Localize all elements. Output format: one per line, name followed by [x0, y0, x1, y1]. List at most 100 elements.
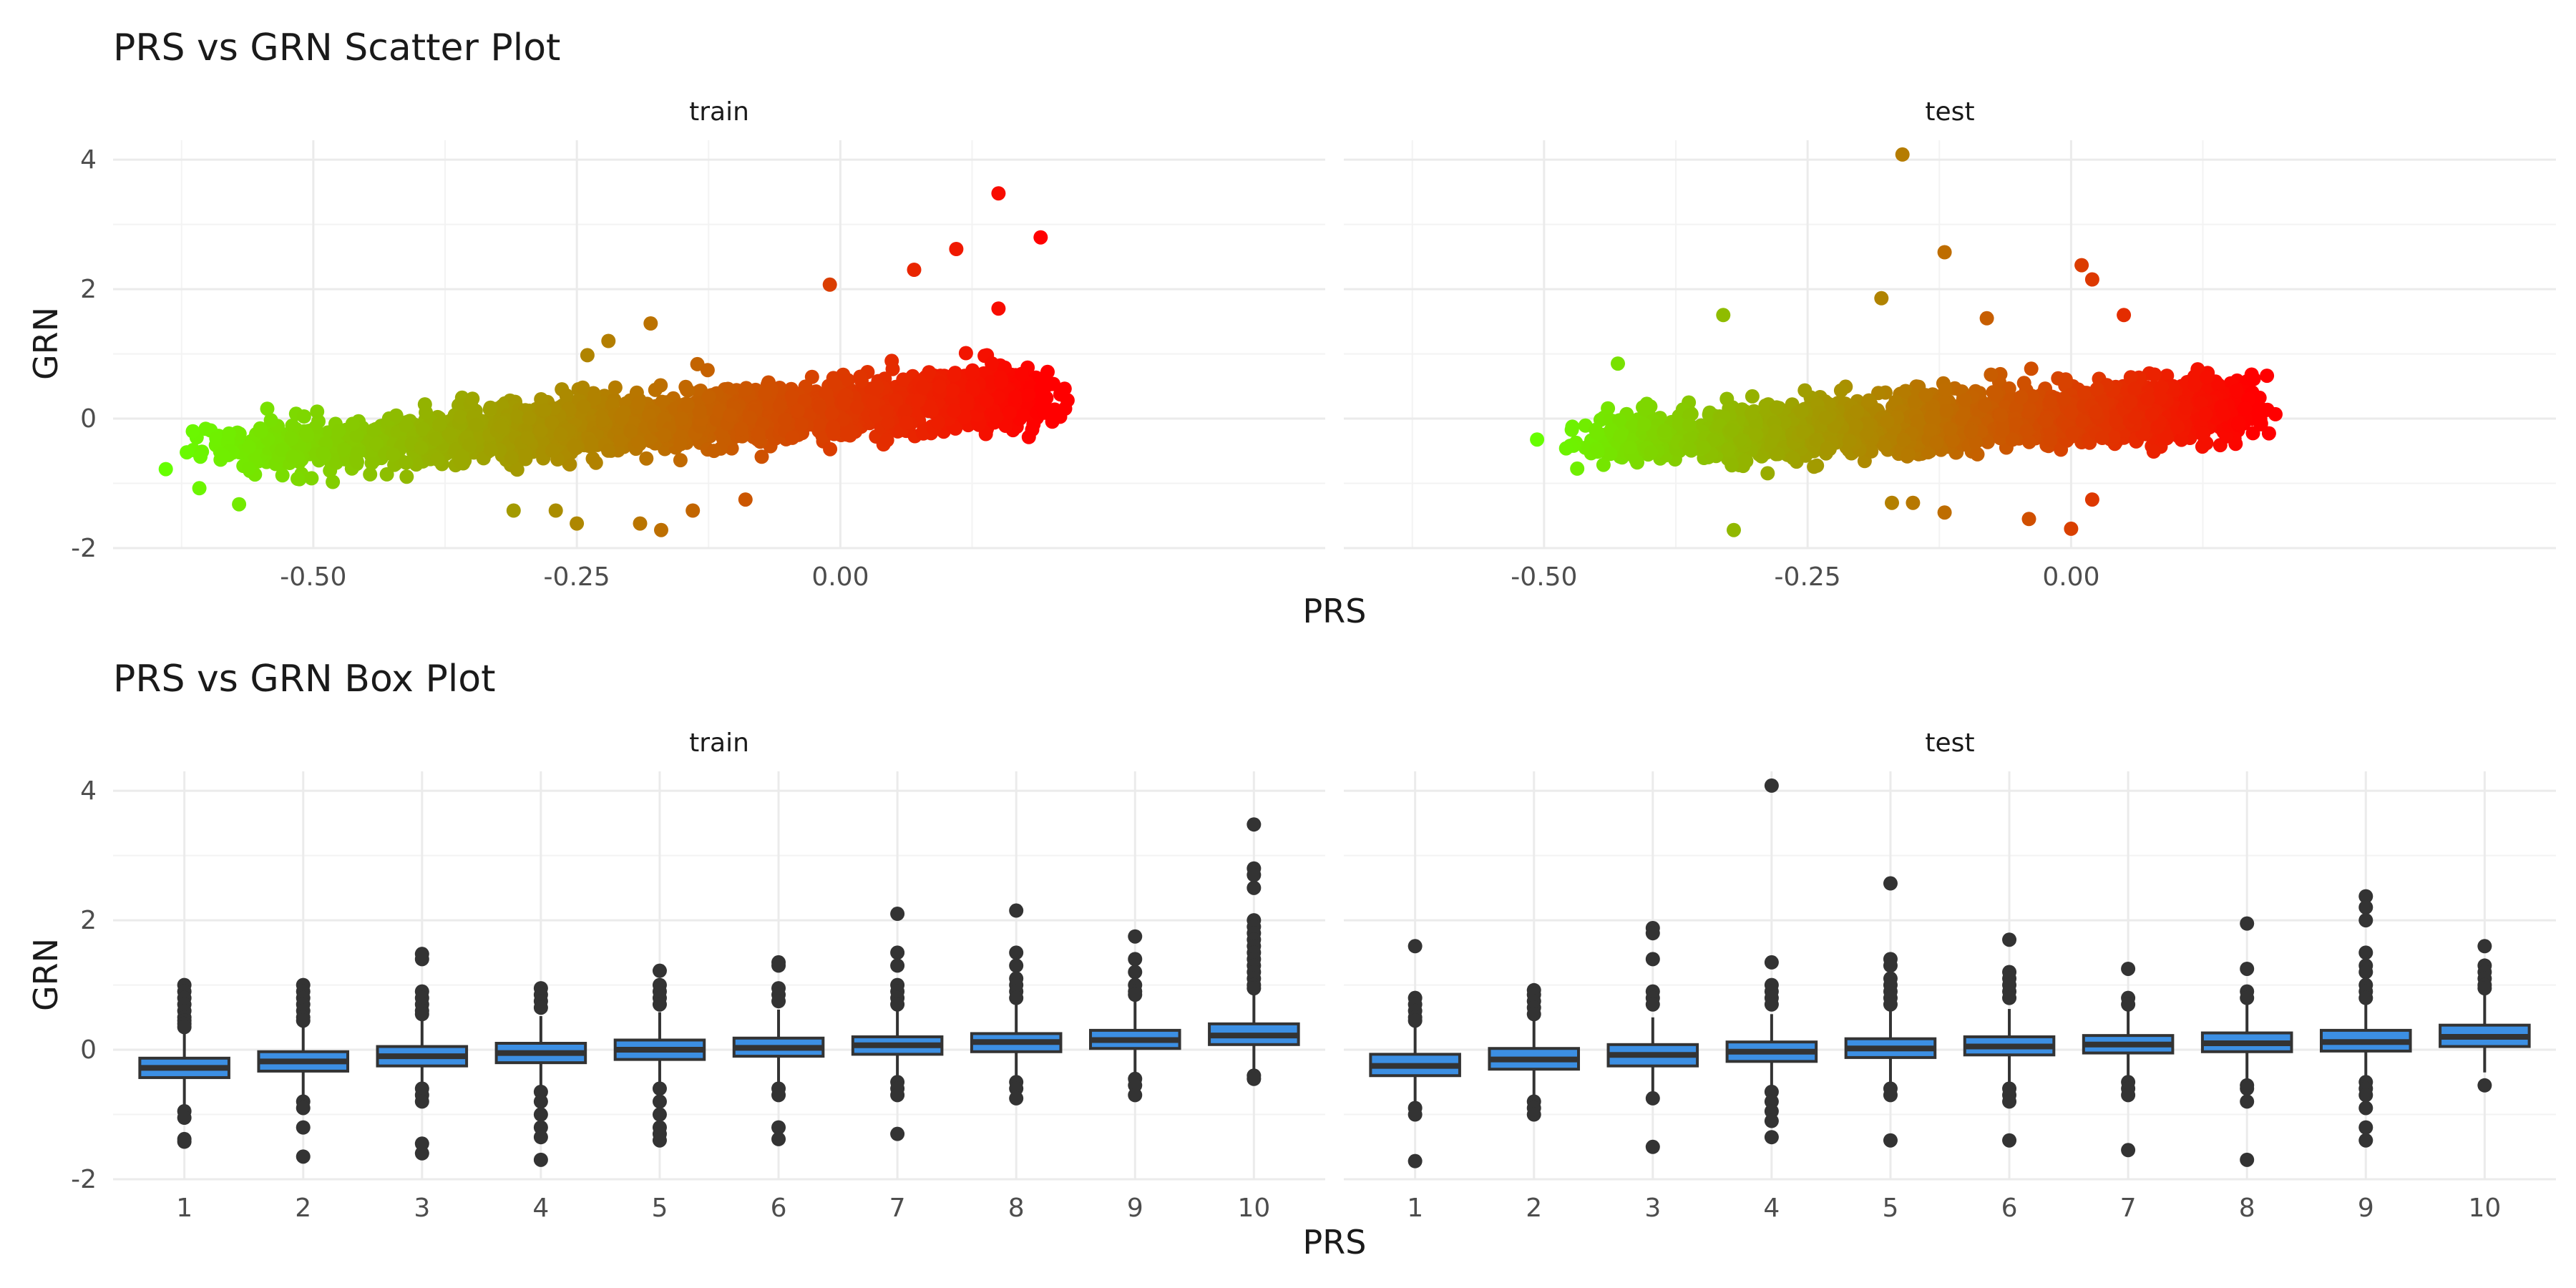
scatter-point [751, 426, 766, 441]
scatter-point [522, 411, 537, 426]
box-outlier-point [1883, 1133, 1898, 1148]
box-outlier-point [1407, 1153, 1423, 1169]
scatter-point [2089, 404, 2103, 419]
scatter-point [1749, 427, 1764, 442]
scatter-point [414, 440, 429, 455]
scatter-point [959, 397, 974, 412]
scatter-point [738, 382, 753, 397]
scatter-point [584, 435, 599, 450]
box-outlier-point [1246, 867, 1262, 882]
box-outlier-point [1764, 955, 1779, 970]
scatter-point [520, 430, 535, 445]
scatter-point [2187, 378, 2202, 393]
x-tick-label: 7 [2120, 1194, 2137, 1223]
scatter-point [1833, 383, 1848, 398]
scatter-point [1937, 505, 1952, 520]
scatter-point [232, 497, 247, 512]
scatter-point [1033, 230, 1048, 245]
scatter-point [1745, 406, 1759, 421]
scatter-point [1984, 367, 1999, 382]
x-tick-label: 8 [1008, 1194, 1025, 1223]
scatter-point [673, 453, 688, 468]
x-tick-label: 4 [1763, 1194, 1780, 1223]
box-outlier-point [1883, 876, 1898, 891]
box-outlier-point [296, 1013, 311, 1028]
scatter-point [1768, 424, 1783, 439]
scatter-point [2178, 400, 2193, 415]
scatter-point [1696, 440, 1711, 455]
scatter-point [785, 430, 800, 445]
scatter-point [1797, 383, 1813, 398]
x-tick-label: 10 [2468, 1194, 2501, 1223]
x-tick-label: 2 [1526, 1194, 1542, 1223]
scatter-point [734, 421, 749, 436]
scatter-point [1034, 381, 1049, 396]
box-outlier-point [533, 1107, 548, 1122]
scatter-point [1644, 445, 1659, 460]
scatter-point [889, 393, 904, 408]
scatter-point [1943, 421, 1958, 436]
scatter-point [965, 363, 980, 378]
scatter-point [794, 416, 809, 431]
scatter-x-axis-label: PRS [1303, 592, 1367, 630]
scatter-point [1785, 451, 1800, 466]
scatter-point [2153, 391, 2168, 406]
scatter-point [1601, 401, 1616, 416]
box-outlier-point [2002, 932, 2017, 947]
scatter-point [399, 455, 414, 470]
box-outlier-point [533, 1094, 548, 1109]
x-tick-label: 9 [1127, 1194, 1143, 1223]
scatter-point [216, 449, 231, 464]
box-y-axis-label: GRN [26, 938, 65, 1011]
scatter-point [991, 186, 1006, 201]
scatter-point [911, 393, 925, 408]
box-outlier-point [652, 1094, 667, 1109]
scatter-point [1842, 434, 1857, 449]
scatter-point [1053, 409, 1068, 424]
box-outlier-point [177, 1134, 192, 1149]
box-outlier-point [2358, 1120, 2373, 1135]
scatter-point [989, 409, 1004, 424]
scatter-point [653, 378, 668, 393]
scatter-point [2074, 258, 2089, 273]
scatter-point [588, 455, 603, 470]
box-outlier-point [1883, 997, 1898, 1012]
scatter-point [1918, 388, 1933, 403]
x-tick-label: 9 [2358, 1194, 2374, 1223]
scatter-point [2246, 371, 2261, 386]
box-outlier-point [771, 1088, 786, 1103]
box-outlier-point [1246, 1071, 1262, 1086]
scatter-point [553, 427, 568, 441]
scatter-point [2014, 390, 2029, 404]
x-tick-label: 6 [771, 1194, 787, 1223]
box-outlier-point [652, 1107, 667, 1122]
scatter-point [1008, 389, 1023, 404]
scatter-point [837, 396, 852, 411]
scatter-point [991, 301, 1006, 316]
scatter-point [494, 419, 509, 434]
scatter-point [1956, 409, 1970, 424]
box-outlier-point [890, 1126, 905, 1141]
box-outlier-point [652, 1133, 667, 1148]
box-outlier-point [1764, 997, 1779, 1012]
scatter-point [754, 449, 769, 464]
x-tick-label: 3 [1644, 1194, 1661, 1223]
scatter-point [386, 447, 401, 462]
x-tick-label: 7 [889, 1194, 906, 1223]
x-tick-label: 5 [652, 1194, 668, 1223]
scatter-point [1611, 356, 1625, 371]
scatter-point [1850, 404, 1865, 419]
scatter-point [985, 356, 1000, 371]
scatter-point [1589, 426, 1604, 441]
scatter-point [567, 439, 582, 454]
scatter-point [1820, 441, 1835, 456]
scatter-point [2039, 414, 2054, 429]
scatter-point [643, 316, 658, 331]
box-outlier-point [2240, 1152, 2255, 1167]
scatter-point [654, 522, 668, 537]
scatter-point [2260, 402, 2275, 417]
scatter-point [1724, 423, 1740, 438]
box-outlier-point [1764, 1130, 1779, 1145]
scatter-point [1002, 405, 1017, 420]
